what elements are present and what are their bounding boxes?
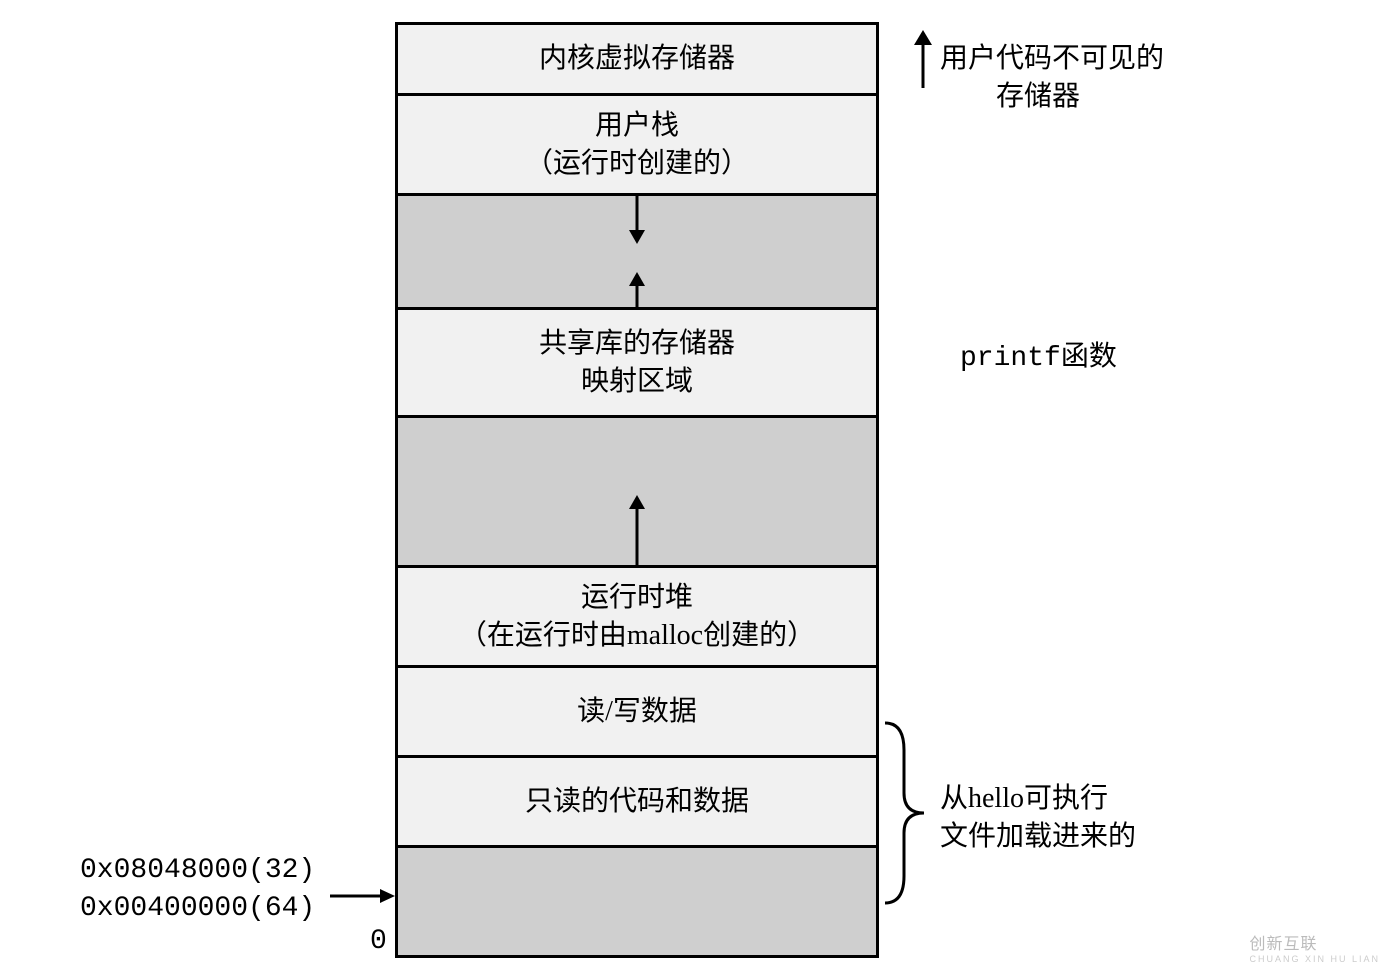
brace-loaded-sections-icon <box>882 720 932 911</box>
arrow-heap-grows-up-icon <box>622 495 652 565</box>
arrow-base-address-icon <box>330 886 395 906</box>
note-printf: printf函数 <box>960 340 1117 378</box>
note-printf-text: printf函数 <box>960 343 1117 374</box>
cell-shared-lib-line1: 共享库的存储器 <box>539 325 735 363</box>
cell-gap-heap <box>398 415 876 565</box>
watermark: 创新互联 CHUANG XIN HU LIAN <box>1249 930 1380 964</box>
cell-heap-line1: 运行时堆 <box>581 579 693 617</box>
addr-64: 0x00400000(64) <box>80 890 315 928</box>
note-kernel-invisible: 用户代码不可见的 存储器 <box>940 40 1164 116</box>
cell-shared-lib: 共享库的存储器 映射区域 <box>398 307 876 415</box>
cell-kernel: 内核虚拟存储器 <box>398 25 876 93</box>
cell-user-stack: 用户栈 （运行时创建的） <box>398 93 876 193</box>
cell-rw-data: 读/写数据 <box>398 665 876 755</box>
watermark-main: 创新互联 <box>1249 936 1317 953</box>
watermark-sub: CHUANG XIN HU LIAN <box>1249 954 1380 964</box>
note-kernel-invisible-line1: 用户代码不可见的 <box>940 43 1164 74</box>
arrow-high-addresses-up-icon <box>910 30 936 93</box>
cell-user-stack-line1: 用户栈 <box>595 107 679 145</box>
note-kernel-invisible-line2: 存储器 <box>940 81 1080 112</box>
cell-ro-code-line1: 只读的代码和数据 <box>525 783 749 821</box>
arrow-shared-lib-up-icon <box>622 272 652 310</box>
addr-32: 0x08048000(32) <box>80 852 315 890</box>
zero-label: 0 <box>370 926 387 957</box>
cell-heap: 运行时堆 （在运行时由malloc创建的） <box>398 565 876 665</box>
cell-ro-code: 只读的代码和数据 <box>398 755 876 845</box>
cell-user-stack-line2: （运行时创建的） <box>525 145 749 183</box>
cell-reserved <box>398 845 876 955</box>
cell-kernel-line1: 内核虚拟存储器 <box>539 40 735 78</box>
memory-layout-column: 内核虚拟存储器 用户栈 （运行时创建的） 共享库的存储器 映射区域 <box>395 22 879 958</box>
cell-rw-data-line1: 读/写数据 <box>577 693 697 731</box>
note-loaded-line2: 文件加载进来的 <box>940 821 1136 852</box>
cell-shared-lib-line2: 映射区域 <box>581 363 693 401</box>
arrow-stack-grows-down-icon <box>622 196 652 244</box>
note-loaded-line1: 从hello可执行 <box>940 783 1108 814</box>
cell-heap-line2: （在运行时由malloc创建的） <box>459 617 815 655</box>
left-address-labels: 0x08048000(32) 0x00400000(64) <box>80 852 315 928</box>
note-loaded-from-hello: 从hello可执行 文件加载进来的 <box>940 780 1136 856</box>
